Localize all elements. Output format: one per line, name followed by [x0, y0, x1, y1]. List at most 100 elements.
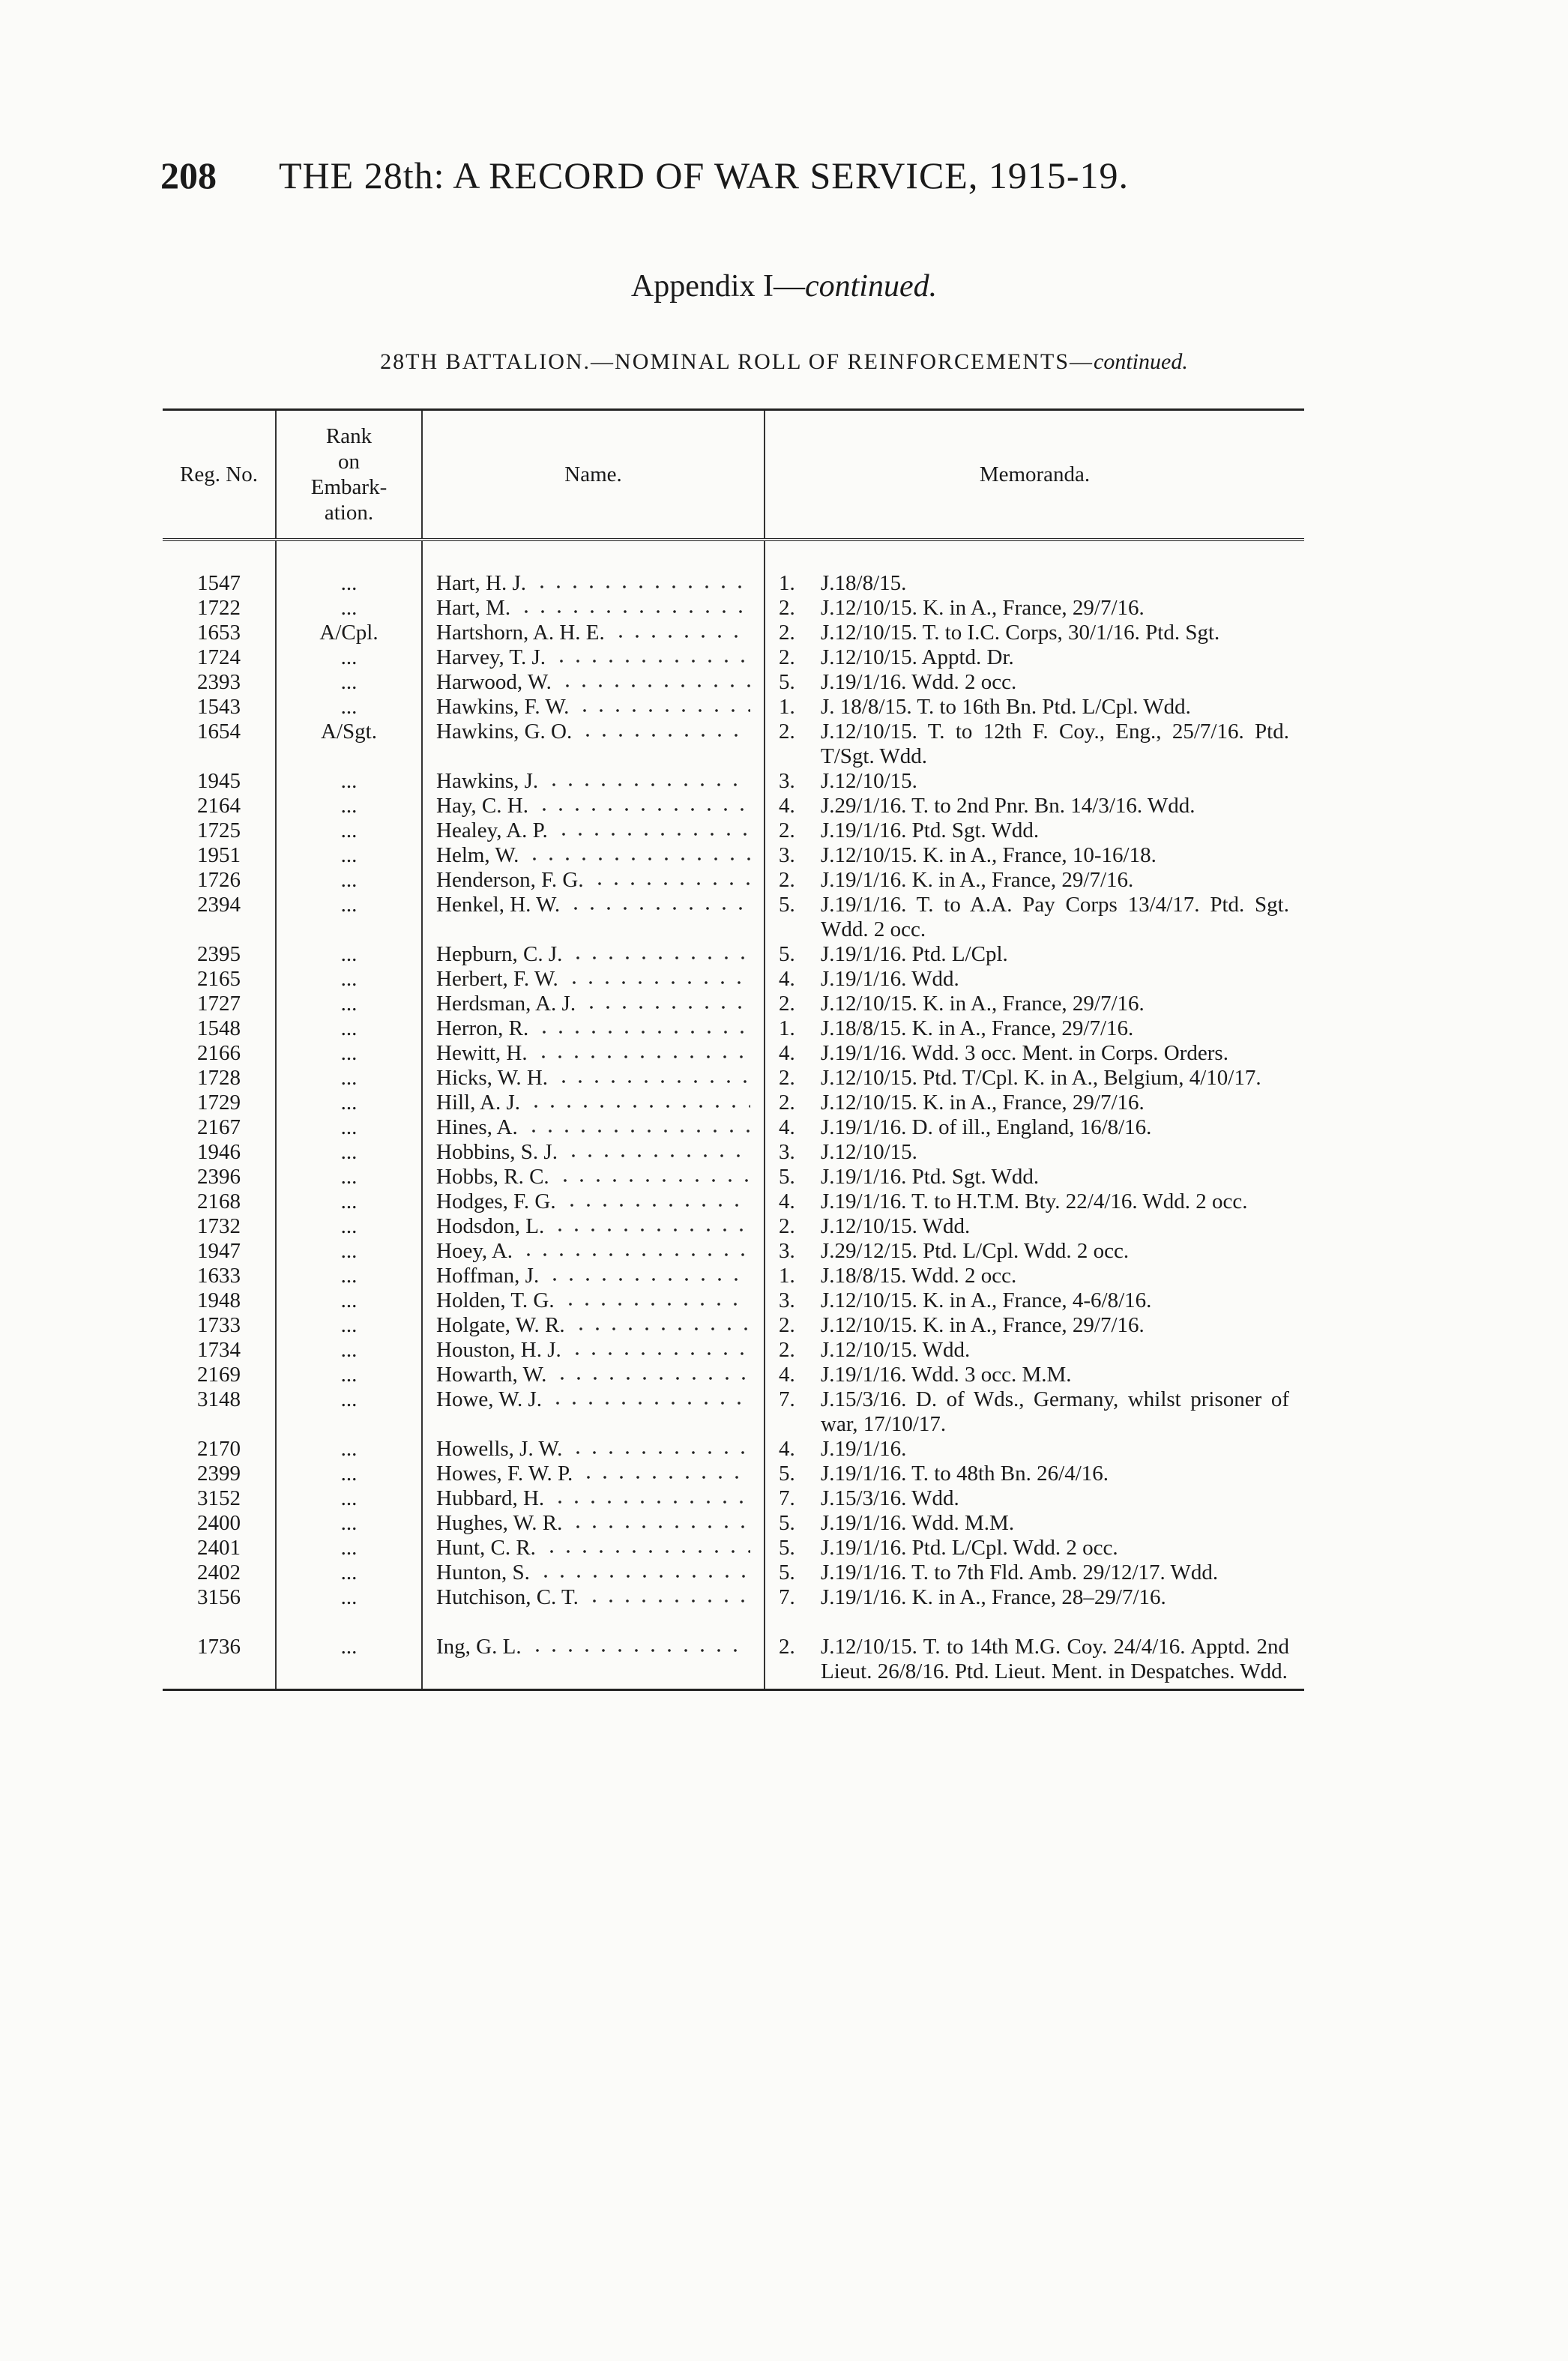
reg-no: 1722 [197, 596, 241, 620]
name: Howarth, W. [436, 1363, 547, 1387]
leader-dots [565, 967, 750, 985]
draft-number: 3. [779, 769, 795, 793]
name: Healey, A. P. [436, 818, 548, 842]
name-line: Hart, M. [436, 596, 753, 621]
name-cell: Helm, W. [421, 843, 765, 868]
name-cell: Herron, R. [421, 1016, 765, 1041]
name-line: Hoey, A. [436, 1239, 753, 1264]
rank: ... [275, 1165, 422, 1189]
rank: ... [275, 1066, 422, 1091]
memo-line: 4. J.19/1/16. T. to H.T.M. Bty. 22/4/16. … [779, 1189, 1289, 1214]
memo-line: 3. J.12/10/15. [779, 769, 1289, 794]
name-cell: Hartshorn, A. H. E. [421, 621, 765, 645]
reg-no: 2401 [197, 1536, 241, 1560]
rank: ... [275, 794, 422, 818]
name-cell: Howells, J. W. [421, 1437, 765, 1462]
name-cell: Hoey, A. [421, 1239, 765, 1264]
memo-line: 2. J.12/10/15. T. to 14th M.G. Coy. 24/4/… [779, 1635, 1289, 1684]
name: Henkel, H. W. [436, 893, 561, 917]
name: Howes, F. W. P. [436, 1462, 573, 1486]
roll-row: 2393... Harwood, W. 5. J.19/1/16. Wdd. 2 oc… [163, 670, 1304, 695]
name: Ing, G. L. [436, 1635, 522, 1659]
name-line: Henderson, F. G. [436, 868, 753, 893]
heading-text: Appendix I— [630, 269, 805, 304]
draft-number: 4. [779, 1363, 795, 1387]
name-cell: Herdsman, A. J. [421, 992, 765, 1016]
memoranda: J.15/3/16. D. of Wds., Germany, whilst p… [821, 1387, 1289, 1436]
memoranda: J.19/1/16. Ptd. L/Cpl. Wdd. 2 occ. [821, 1536, 1118, 1560]
memo-cell: 1. J.18/8/15. Wdd. 2 occ. [764, 1264, 1304, 1288]
memo-cell: 5. J.19/1/16. Ptd. L/Cpl. Wdd. 2 occ. [764, 1536, 1304, 1561]
table-head: Reg. No. Rank on Embark-ation. Name. Memora… [163, 411, 1304, 541]
memoranda: J.19/1/16. T. to 48th Bn. 26/4/16. [821, 1462, 1109, 1486]
rank: ... [275, 1115, 422, 1140]
name-cell: Hill, A. J. [421, 1091, 765, 1115]
rank: ... [275, 670, 422, 695]
memo-line: 3. J.29/12/15. Ptd. L/Cpl. Wdd. 2 occ. [779, 1239, 1289, 1264]
roll-row: 2394... Henkel, H. W. 5. J.19/1/16. T. to A… [163, 893, 1304, 942]
name-cell: Hart, H. J. [421, 540, 765, 596]
name-line: Harvey, T. J. [436, 645, 753, 670]
name-cell: Howarth, W. [421, 1363, 765, 1387]
draft-number: 3. [779, 1140, 795, 1164]
memo-cell: 1. J. 18/8/15. T. to 16th Bn. Ptd. L/Cpl.… [764, 695, 1304, 720]
rank: ... [275, 596, 422, 621]
name: Hobbs, R. C. [436, 1165, 549, 1189]
leader-dots [534, 571, 750, 589]
memoranda: J.12/10/15. K. in A., France, 29/7/16. [821, 1313, 1145, 1337]
memoranda: J.19/1/16. Wdd. 3 occ. Ment. in Corps. O… [821, 1041, 1228, 1065]
name: Hobbins, S. J. [436, 1140, 558, 1164]
rank: ... [275, 992, 422, 1016]
name-line: Hobbins, S. J. [436, 1140, 753, 1165]
memo-cell: 2. J.12/10/15. Ptd. T/Cpl. K. in A., Belg… [764, 1066, 1304, 1091]
name: Herdsman, A. J. [436, 992, 576, 1016]
roll-row: 1548... Herron, R. 1. J.18/8/15. K. in A., … [163, 1016, 1304, 1041]
memoranda: J.29/1/16. T. to 2nd Pnr. Bn. 14/3/16. W… [821, 794, 1195, 818]
roll-row: 1654 A/Sgt. Hawkins, G. O. 2. J.12/10/15. T.… [163, 720, 1304, 769]
memoranda: J.12/10/15. T. to 12th F. Coy., Eng., 25… [821, 720, 1289, 768]
roll-row: 2395... Hepburn, C. J. 5. J.19/1/16. Ptd. L… [163, 942, 1304, 967]
name-line: Hoffman, J. [436, 1264, 753, 1288]
reg-no: 1945 [197, 769, 241, 793]
memoranda: J.12/10/15. [821, 769, 917, 793]
running-title: THE 28th: A RECORD OF WAR SERVICE, 1915-… [279, 154, 1129, 196]
name: Hoffman, J. [436, 1264, 540, 1288]
memo-cell: 2. J.12/10/15. T. to I.C. Corps, 30/1/16.… [764, 621, 1304, 645]
rank: ... [275, 1437, 422, 1462]
rank: ... [275, 942, 422, 967]
memo-cell: 4. J.19/1/16. Wdd. [764, 967, 1304, 992]
draft-number: 7. [779, 1486, 795, 1510]
reg-no: 1725 [197, 818, 241, 842]
memo-line: 5. J.19/1/16. Wdd. M.M. [779, 1511, 1289, 1536]
memo-cell: 4. J.19/1/16. Wdd. 3 occ. M.M. [764, 1363, 1304, 1387]
memo-line: 2. J.12/10/15. Apptd. Dr. [779, 645, 1289, 670]
name: Hawkins, F. W. [436, 695, 570, 719]
name: Hay, C. H. [436, 794, 528, 818]
draft-number: 2. [779, 992, 795, 1016]
table: Reg. No. Rank on Embark-ation. Name. Memora… [163, 411, 1304, 1691]
draft-number: 4. [779, 1437, 795, 1461]
name-line: Hughes, W. R. [436, 1511, 753, 1536]
reg-no: 1724 [197, 645, 241, 669]
leader-dots [567, 893, 750, 911]
rank: ... [275, 769, 422, 794]
memo-cell: 3. J.12/10/15. K. in A., France, 10-16/18… [764, 843, 1304, 868]
rank: ... [275, 1041, 422, 1066]
memo-line: 7. J.15/3/16. Wdd. [779, 1486, 1289, 1511]
rank: ... [275, 818, 422, 843]
memo-cell: 2. J.12/10/15. K. in A., France, 29/7/16. [764, 596, 1304, 621]
name-cell: Healey, A. P. [421, 818, 765, 843]
name-cell: Hughes, W. R. [421, 1511, 765, 1536]
rank: ... [275, 695, 422, 720]
memoranda: J.12/10/15. Wdd. [821, 1338, 971, 1362]
memo-cell: 2. J.19/1/16. K. in A., France, 29/7/16. [764, 868, 1304, 893]
roll-row: 1945... Hawkins, J. 3. J.12/10/15. [163, 769, 1304, 794]
roll-row: 3156... Hutchison, C. T. 7. J.19/1/16. K. i… [163, 1585, 1304, 1610]
roll-row: 1946... Hobbins, S. J. 3. J.12/10/15. [163, 1140, 1304, 1165]
rank: ... [275, 1511, 422, 1536]
draft-number: 1. [779, 695, 795, 719]
memo-cell: 2. J.19/1/16. Ptd. Sgt. Wdd. [764, 818, 1304, 843]
memo-cell: 2. J.12/10/15. K. in A., France, 29/7/16. [764, 1313, 1304, 1338]
name-cell: Hodges, F. G. [421, 1189, 765, 1214]
rank: ... [275, 1264, 422, 1288]
